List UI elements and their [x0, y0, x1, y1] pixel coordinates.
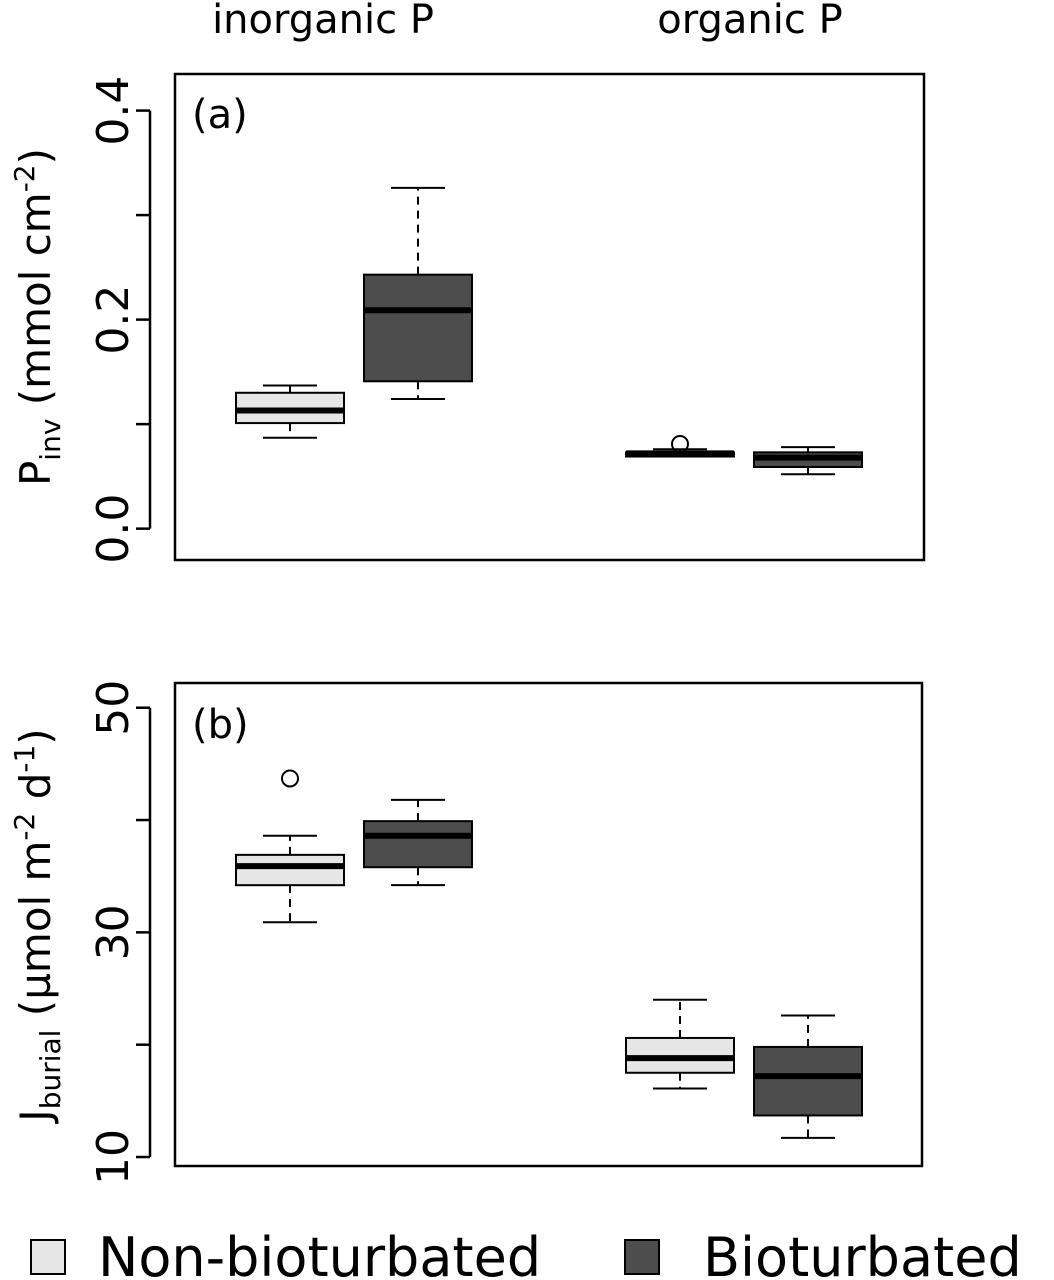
box-bioturbated-inorganic-p	[363, 186, 473, 401]
box-bioturbated-organic-p	[753, 1014, 863, 1139]
outlier-point	[671, 434, 689, 453]
y-axis-label: Jburial (µmol m-2 d-1)	[8, 728, 67, 1124]
legend-label-non-bioturbated: Non-bioturbated	[98, 1226, 541, 1280]
legend-label-bioturbated: Bioturbated	[703, 1226, 1022, 1280]
legend-swatch-non-bioturbated	[30, 1239, 66, 1275]
y-tick-label: 0.0	[88, 494, 139, 564]
box-non-bioturbated-inorganic-p	[235, 769, 345, 924]
legend: Non-bioturbated Bioturbated	[30, 1226, 1022, 1280]
y-tick-label: 30	[88, 904, 139, 960]
box-non-bioturbated-organic-p	[625, 998, 735, 1090]
y-tick-label: 10	[88, 1129, 139, 1185]
outlier-point	[281, 769, 299, 788]
box-non-bioturbated-organic-p	[625, 434, 735, 458]
box-bioturbated-inorganic-p	[363, 798, 473, 887]
y-tick-label: 0.2	[88, 285, 139, 355]
column-label-inorganic: inorganic P	[212, 0, 434, 43]
legend-swatch-bioturbated	[624, 1239, 660, 1275]
panel-label: (b)	[192, 702, 249, 748]
box-iqr	[363, 273, 473, 383]
y-axis-label: Pinv (mmol cm-2)	[8, 148, 67, 486]
column-label-organic: organic P	[657, 0, 842, 43]
plot-frame	[173, 681, 924, 1168]
box-iqr	[235, 853, 345, 887]
y-tick-label: 50	[88, 680, 139, 736]
box-iqr	[753, 1045, 863, 1117]
y-tick-label: 0.4	[88, 76, 139, 146]
panel-a: (a) 0.0 0.2 0.4 Pinv (mmol cm-2)	[8, 72, 926, 564]
box-iqr	[363, 820, 473, 869]
box-bioturbated-organic-p	[753, 446, 863, 476]
box-non-bioturbated-inorganic-p	[235, 384, 345, 439]
panel-b: (b) 10 30 50 Jburial (µmol m-2 d-1)	[8, 680, 924, 1185]
panel-label: (a)	[192, 92, 248, 138]
plot-frame	[173, 72, 926, 562]
